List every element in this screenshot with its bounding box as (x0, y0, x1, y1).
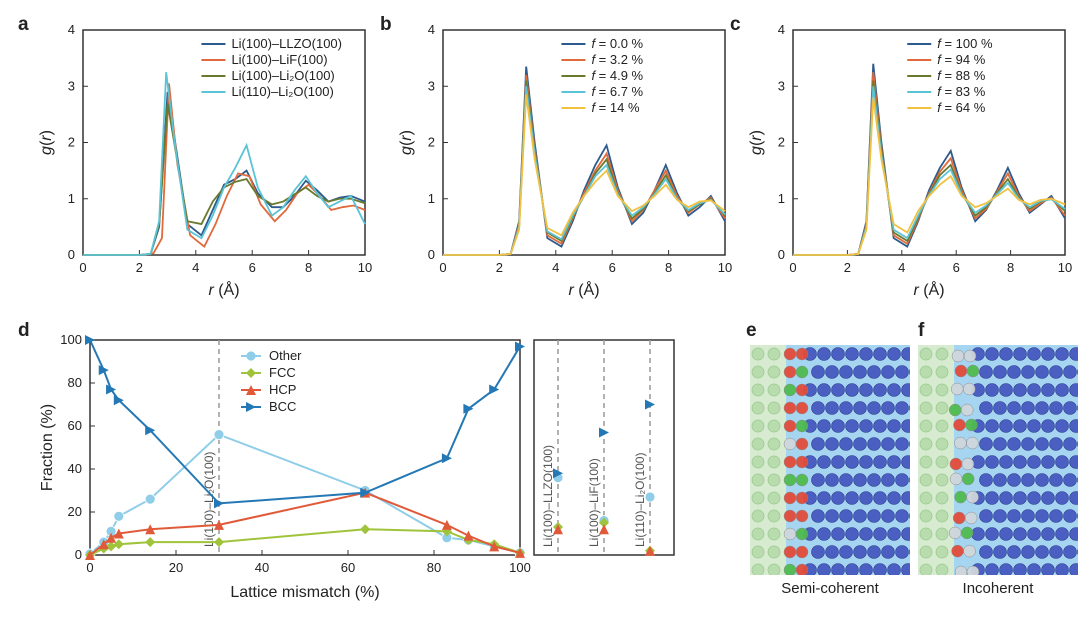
svg-text:0: 0 (439, 260, 446, 275)
panel-label-f: f (918, 320, 924, 342)
svg-text:2: 2 (496, 260, 503, 275)
svg-text:10: 10 (718, 260, 732, 275)
svg-text:3: 3 (428, 78, 435, 93)
diagram-panel-e (750, 345, 910, 575)
svg-text:BCC: BCC (269, 399, 296, 414)
svg-text:6: 6 (249, 260, 256, 275)
svg-text:FCC: FCC (269, 365, 296, 380)
svg-text:Fraction (%): Fraction (%) (39, 404, 56, 491)
svg-text:1: 1 (778, 191, 785, 206)
svg-text:4: 4 (68, 22, 75, 37)
svg-text:0: 0 (75, 547, 82, 562)
svg-text:r (Å): r (Å) (913, 280, 944, 299)
svg-text:0: 0 (79, 260, 86, 275)
svg-text:1: 1 (68, 191, 75, 206)
svg-text:80: 80 (427, 560, 441, 575)
svg-text:100: 100 (509, 560, 531, 575)
svg-text:4: 4 (428, 22, 435, 37)
svg-text:r (Å): r (Å) (208, 280, 239, 299)
svg-text:Li(110)–Li₂O(100): Li(110)–Li₂O(100) (633, 453, 647, 547)
chart-panel-d: 0 20 40 60 80 100 0 20 40 60 80 100 Lattice mismatch… (35, 330, 735, 610)
svg-text:3: 3 (68, 78, 75, 93)
svg-text:10: 10 (1058, 260, 1072, 275)
svg-text:3: 3 (778, 78, 785, 93)
svg-text:f = 88 %: f = 88 % (937, 68, 986, 83)
caption-e: Semi-coherent (750, 580, 910, 597)
svg-text:8: 8 (665, 260, 672, 275)
panel-label-e: e (746, 320, 757, 342)
svg-text:60: 60 (341, 560, 355, 575)
svg-text:100: 100 (60, 332, 82, 347)
svg-text:f = 64 %: f = 64 % (937, 100, 986, 115)
svg-text:2: 2 (136, 260, 143, 275)
svg-text:0: 0 (68, 247, 75, 262)
svg-text:2: 2 (68, 135, 75, 150)
svg-text:Li(100)–LiF(100): Li(100)–LiF(100) (587, 458, 601, 547)
svg-text:2: 2 (778, 135, 785, 150)
svg-text:f = 14 %: f = 14 % (591, 100, 640, 115)
svg-text:2: 2 (844, 260, 851, 275)
svg-text:f = 100 %: f = 100 % (937, 36, 993, 51)
svg-text:f = 0.0 %: f = 0.0 % (591, 36, 643, 51)
svg-text:Li(100)–LLZO(100): Li(100)–LLZO(100) (231, 36, 342, 51)
svg-text:10: 10 (358, 260, 372, 275)
svg-text:Li(110)–Li₂O(100): Li(110)–Li₂O(100) (231, 84, 333, 99)
svg-text:20: 20 (169, 560, 183, 575)
svg-text:80: 80 (68, 375, 82, 390)
svg-text:4: 4 (898, 260, 905, 275)
svg-text:8: 8 (305, 260, 312, 275)
svg-text:Li(100)–LiF(100): Li(100)–LiF(100) (231, 52, 327, 67)
svg-text:40: 40 (255, 560, 269, 575)
svg-text:Lattice mismatch (%): Lattice mismatch (%) (230, 584, 379, 601)
svg-text:f = 4.9 %: f = 4.9 % (591, 68, 643, 83)
svg-text:f = 3.2 %: f = 3.2 % (591, 52, 643, 67)
panel-label-a: a (18, 14, 29, 36)
svg-text:1: 1 (428, 191, 435, 206)
svg-text:g(r): g(r) (748, 130, 765, 155)
svg-text:60: 60 (68, 418, 82, 433)
svg-text:40: 40 (68, 461, 82, 476)
chart-panel-c: 024681001234r (Å)g(r)f = 100 %f = 94 %f … (745, 20, 1075, 310)
svg-text:0: 0 (428, 247, 435, 262)
svg-text:8: 8 (1007, 260, 1014, 275)
svg-text:Li(100)–LLZO(100): Li(100)–LLZO(100) (541, 445, 555, 547)
svg-text:g(r): g(r) (398, 130, 415, 155)
svg-text:6: 6 (609, 260, 616, 275)
svg-text:20: 20 (68, 504, 82, 519)
svg-text:4: 4 (192, 260, 199, 275)
svg-text:6: 6 (953, 260, 960, 275)
svg-text:HCP: HCP (269, 382, 296, 397)
svg-text:f = 6.7 %: f = 6.7 % (591, 84, 643, 99)
chart-panel-a: 024681001234r (Å)g(r)Li(100)–LLZO(100)Li… (35, 20, 375, 310)
svg-text:r (Å): r (Å) (568, 280, 599, 299)
svg-text:f = 94 %: f = 94 % (937, 52, 986, 67)
svg-text:Other: Other (269, 348, 302, 363)
svg-text:4: 4 (778, 22, 785, 37)
svg-text:4: 4 (552, 260, 559, 275)
panel-label-d: d (18, 320, 30, 342)
diagram-panel-f (918, 345, 1078, 575)
svg-text:0: 0 (789, 260, 796, 275)
chart-panel-b: 024681001234r (Å)g(r)f = 0.0 %f = 3.2 %f… (395, 20, 735, 310)
panel-label-b: b (380, 14, 392, 36)
svg-text:0: 0 (86, 560, 93, 575)
svg-text:f = 83 %: f = 83 % (937, 84, 986, 99)
svg-text:0: 0 (778, 247, 785, 262)
svg-text:2: 2 (428, 135, 435, 150)
svg-text:Li(100)–Li₂O(100): Li(100)–Li₂O(100) (231, 68, 334, 83)
caption-f: Incoherent (918, 580, 1078, 597)
svg-text:g(r): g(r) (38, 130, 55, 155)
